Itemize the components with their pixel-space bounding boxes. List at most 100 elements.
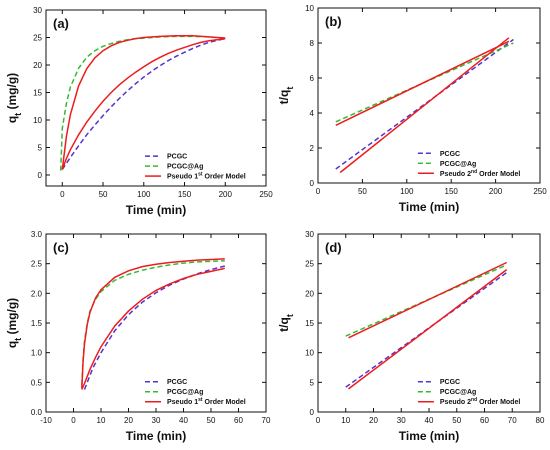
y-tick-label: 0 [310, 408, 315, 417]
y-tick-label: 30 [33, 6, 42, 15]
y-tick-label: 2.5 [31, 260, 43, 269]
y-tick-label: 0.0 [31, 408, 43, 417]
x-tick-label: 40 [425, 416, 434, 425]
series-line-model [335, 40, 510, 126]
y-tick-label: 6 [310, 74, 315, 83]
series-line-model [348, 261, 508, 339]
legend-label: PCGC@Ag [167, 164, 203, 171]
x-tick-label: 20 [124, 416, 133, 425]
series-line-model [81, 258, 225, 389]
x-tick-label: 0 [316, 187, 321, 196]
series-line-model [339, 37, 510, 174]
x-tick-label: 150 [445, 187, 459, 196]
legend-label: PCGC@Ag [440, 389, 476, 396]
x-tick-label: 150 [178, 190, 192, 199]
x-tick-label: 40 [179, 416, 188, 425]
x-tick-label: 60 [234, 416, 243, 425]
chart-panel-a: 0 50 100 150 200 250 0 5 10 15 20 25 30 Time (min) qt … [5, 6, 273, 217]
legend-label: PCGC@Ag [167, 389, 203, 396]
y-tick-label: 1.5 [31, 319, 43, 328]
x-tick-label: 80 [536, 416, 545, 425]
y-axis-label: qt (mg/g) [5, 73, 23, 123]
series-line-pcgc [61, 37, 226, 170]
y-tick-label: 25 [33, 34, 42, 43]
x-tick-label: -10 [40, 416, 52, 425]
panel-label: (b) [325, 14, 342, 29]
y-tick-label: 30 [305, 230, 314, 239]
legend-label: Pseudo 2nd Order Model [440, 169, 520, 178]
y-tick-label: 5 [38, 144, 43, 153]
y-tick-label: 10 [33, 116, 42, 125]
x-tick-label: 60 [480, 416, 489, 425]
y-tick-label: 5 [310, 378, 315, 387]
chart-panel-c: -10 0 10 20 30 40 50 60 70 0.0 0.5 1.0 1.5 2.0 2.5 3.0 T… [5, 230, 271, 443]
plot-frame [45, 9, 267, 187]
y-axis-label: t/qt [277, 87, 295, 105]
x-tick-label: 30 [397, 416, 406, 425]
legend-label: Pseudo 1st Order Model [167, 397, 246, 406]
x-axis-label: Time (min) [399, 429, 459, 443]
x-tick-label: 50 [207, 416, 216, 425]
x-axis-label: Time (min) [126, 203, 186, 217]
y-tick-label: 4 [310, 109, 315, 118]
legend-label: PCGC [440, 151, 460, 158]
x-tick-label: 10 [341, 416, 350, 425]
legend-label: PCGC [167, 154, 187, 161]
x-tick-label: 200 [489, 187, 503, 196]
y-tick-label: 2 [310, 144, 315, 153]
y-tick-label: 2.0 [31, 289, 43, 298]
legend-label: Pseudo 2nd Order Model [440, 397, 520, 406]
x-axis-label: Time (min) [399, 200, 459, 214]
x-tick-label: 20 [369, 416, 378, 425]
y-tick-label: 3.0 [31, 230, 43, 239]
y-tick-label: 8 [310, 39, 315, 48]
x-tick-label: 50 [358, 187, 367, 196]
x-tick-label: 100 [400, 187, 414, 196]
y-tick-label: 1.0 [31, 349, 43, 358]
series-line-model [81, 267, 225, 390]
y-tick-label: 15 [305, 319, 314, 328]
y-axis-label: qt (mg/g) [5, 298, 23, 348]
series-line-pcgc-ag [81, 259, 225, 386]
series-line-model [61, 37, 226, 170]
y-tick-label: 0 [38, 171, 43, 180]
plot-frame [317, 7, 541, 184]
chart-panel-d: 0 10 20 30 40 50 60 70 80 0 5 10 15 20 25 30 Time (min) t… [277, 230, 545, 443]
x-axis-label: Time (min) [126, 429, 186, 443]
panel-label: (d) [325, 240, 342, 255]
y-tick-label: 15 [33, 89, 42, 98]
plot-frame [45, 233, 267, 413]
x-tick-label: 250 [533, 187, 547, 196]
panel-label: (c) [53, 240, 69, 255]
plot-frame [317, 233, 541, 413]
legend-label: Pseudo 1st Order Model [167, 172, 246, 181]
series-line-model [61, 35, 226, 170]
x-tick-label: 70 [508, 416, 517, 425]
panel-label: (a) [53, 16, 69, 31]
y-tick-label: 25 [305, 260, 314, 269]
legend-label: PCGC@Ag [440, 161, 476, 168]
x-tick-label: 0 [71, 416, 76, 425]
x-tick-label: 0 [316, 416, 321, 425]
x-tick-label: 200 [219, 190, 233, 199]
series-line-model [348, 269, 508, 390]
x-tick-label: 50 [452, 416, 461, 425]
x-tick-label: 250 [259, 190, 273, 199]
y-tick-label: 10 [305, 4, 314, 13]
series-line-pcgc-ag [59, 35, 226, 171]
y-tick-label: 0 [310, 179, 315, 188]
legend-label: PCGC [440, 379, 460, 386]
x-tick-label: 10 [97, 416, 106, 425]
series-line-pcgc [83, 265, 225, 390]
x-tick-label: 0 [60, 190, 65, 199]
series-line-pcgc-ag [345, 264, 508, 337]
x-tick-label: 30 [152, 416, 161, 425]
y-tick-label: 10 [305, 349, 314, 358]
y-tick-label: 20 [33, 61, 42, 70]
y-axis-label: t/qt [277, 314, 295, 332]
